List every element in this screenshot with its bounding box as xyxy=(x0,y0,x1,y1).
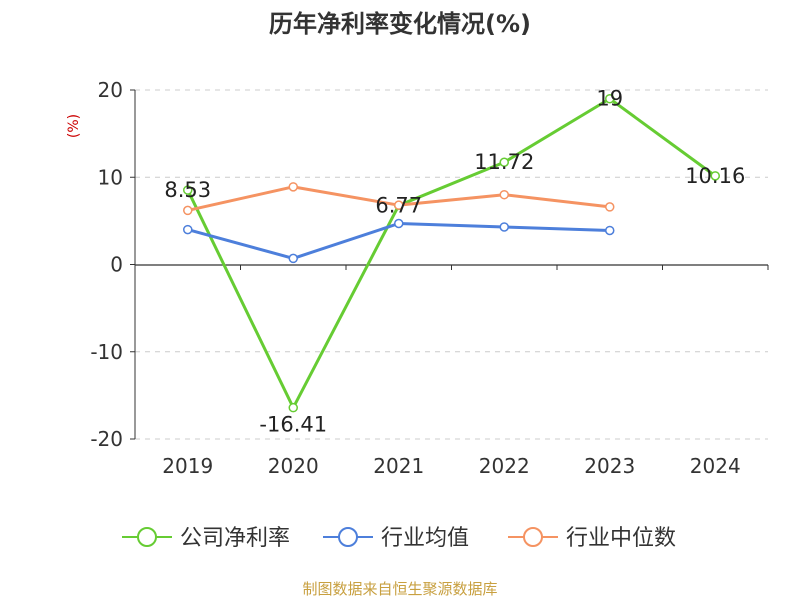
series-layer xyxy=(183,93,720,413)
legend: 公司净利率 行业均值 行业中位数 xyxy=(122,526,676,551)
series-0 xyxy=(183,93,720,413)
x-tick-label: 2021 xyxy=(373,454,424,478)
y-tick-label: -20 xyxy=(90,427,123,451)
chart-title: 历年净利率变化情况(%) xyxy=(269,10,531,38)
data-label-layer: 8.53 -16.41 6.77 11.72 19 10.16 xyxy=(164,87,745,437)
data-point xyxy=(288,182,298,192)
x-tick-label: 2023 xyxy=(584,454,635,478)
data-label: 10.16 xyxy=(685,164,745,188)
legend-item[interactable]: 行业均值 xyxy=(323,526,469,551)
data-point xyxy=(499,189,509,200)
legend-item[interactable]: 公司净利率 xyxy=(122,526,290,551)
legend-swatch-marker xyxy=(338,527,358,547)
legend-label: 行业均值 xyxy=(381,526,469,551)
data-point xyxy=(183,205,193,216)
data-label: -16.41 xyxy=(259,413,327,437)
data-point xyxy=(394,218,404,229)
y-tick-label: 0 xyxy=(110,253,123,277)
data-point xyxy=(183,185,193,195)
data-point xyxy=(288,402,298,413)
series-1 xyxy=(183,218,615,264)
y-tick-label: 10 xyxy=(98,165,123,189)
x-tick-label: 2022 xyxy=(479,454,530,478)
x-tick-label: 2020 xyxy=(268,454,319,478)
y-tick-label: -10 xyxy=(90,340,123,364)
data-label: 6.77 xyxy=(375,193,422,217)
data-point xyxy=(499,222,509,232)
data-label: 19 xyxy=(596,87,623,111)
legend-swatch-marker xyxy=(523,527,543,547)
legend-swatch-marker xyxy=(137,527,157,547)
x-tick-label: 2024 xyxy=(690,454,741,478)
y-tick-label: 20 xyxy=(98,78,123,102)
data-point xyxy=(183,224,193,235)
data-point xyxy=(499,157,509,167)
data-point xyxy=(605,93,615,104)
data-point xyxy=(394,200,404,210)
data-point xyxy=(605,225,615,236)
data-label: 11.72 xyxy=(474,150,534,174)
legend-label: 公司净利率 xyxy=(180,526,290,551)
data-point xyxy=(605,202,615,212)
axis-layer: 20 10 0 -10 -20 2019 2020 2021 2022 2023 2024 xyxy=(90,78,769,478)
legend-item[interactable]: 行业中位数 xyxy=(508,526,676,551)
legend-label: 行业中位数 xyxy=(566,526,676,551)
series-line xyxy=(187,221,610,260)
data-point xyxy=(288,253,298,264)
data-label: 8.53 xyxy=(164,178,211,202)
x-tick-label: 2019 xyxy=(162,454,213,478)
series-line xyxy=(186,97,717,410)
data-source-note: 制图数据来自恒生聚源数据库 xyxy=(302,580,498,598)
data-point xyxy=(710,171,720,181)
y-axis-label: (%) xyxy=(66,114,82,138)
series-2 xyxy=(183,182,615,216)
